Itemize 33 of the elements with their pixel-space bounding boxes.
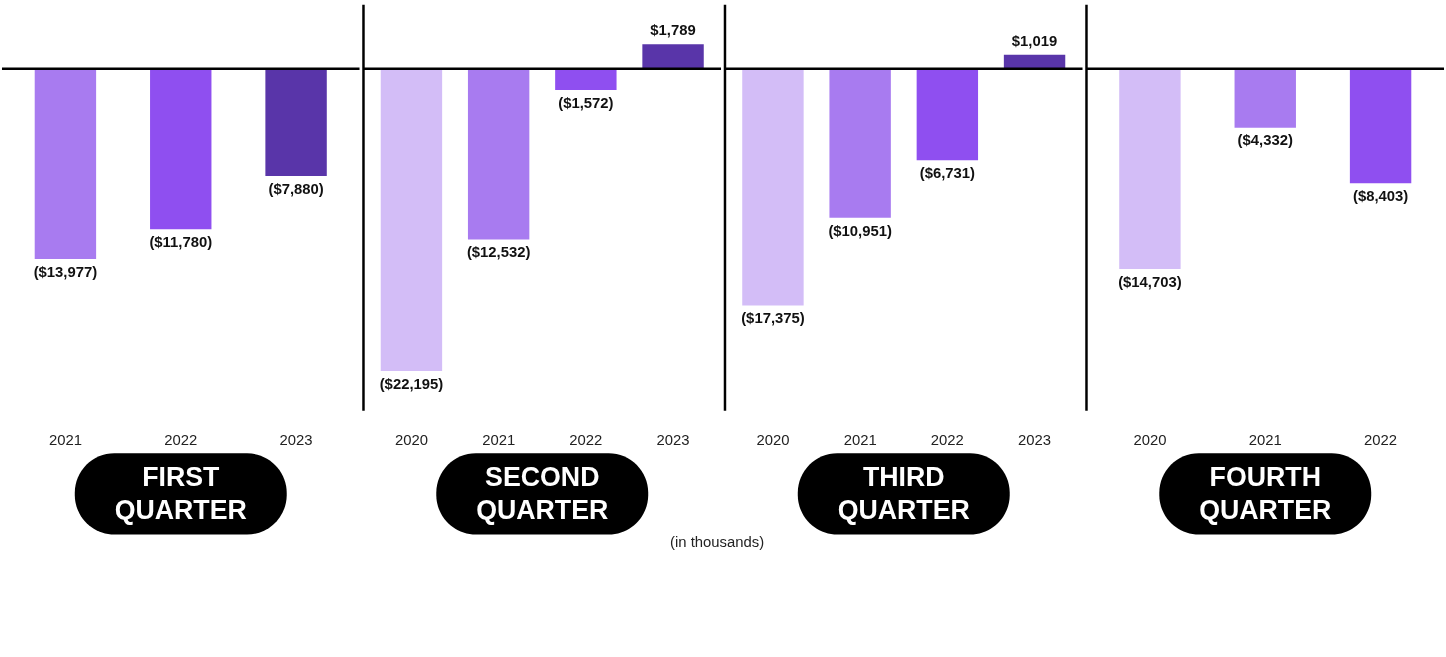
data-label: ($8,403) <box>1352 187 1409 204</box>
data-label: ($11,780) <box>149 233 213 250</box>
x-tick-label: 2021 <box>843 431 877 448</box>
data-label: ($13,977) <box>33 263 98 280</box>
x-tick-label: 2021 <box>48 431 82 448</box>
x-tick-label: 2022 <box>930 431 964 448</box>
text: (in thousands) <box>670 534 765 551</box>
x-axis-title: THIRD QUARTER <box>837 461 970 525</box>
x-axis-title: FIRST QUARTER <box>114 461 247 525</box>
data-label: ($4,332) <box>1237 132 1293 149</box>
data-label: ($6,731) <box>919 165 976 182</box>
data-label: $1,019 <box>1011 32 1058 49</box>
x-tick-label: 2020 <box>1133 431 1167 448</box>
x-axis-title: FOURTH QUARTER <box>1199 461 1332 525</box>
x-tick-label: 2022 <box>164 431 198 448</box>
data-label: ($1,572) <box>558 94 614 111</box>
data-label: $1,789 <box>650 22 696 39</box>
x-tick-label: 2023 <box>656 431 690 448</box>
x-tick-label: 2023 <box>1018 431 1052 448</box>
x-tick-label: 2022 <box>569 431 603 448</box>
x-tick-label: 2020 <box>394 431 428 448</box>
x-tick-label: 2020 <box>756 431 790 448</box>
x-tick-label: 2021 <box>482 431 516 448</box>
data-label: ($22,195) <box>379 375 444 392</box>
x-axis-title: SECOND QUARTER <box>476 461 609 525</box>
x-tick-label: 2022 <box>1364 431 1398 448</box>
x-tick-label: 2023 <box>279 431 313 448</box>
x-tick-label: 2021 <box>1248 431 1282 448</box>
data-label: ($14,703) <box>1118 273 1182 290</box>
data-label: ($12,532) <box>466 244 531 261</box>
data-label: ($7,880) <box>268 180 324 197</box>
data-label: ($10,951) <box>828 222 892 239</box>
data-label: ($17,375) <box>741 310 805 327</box>
